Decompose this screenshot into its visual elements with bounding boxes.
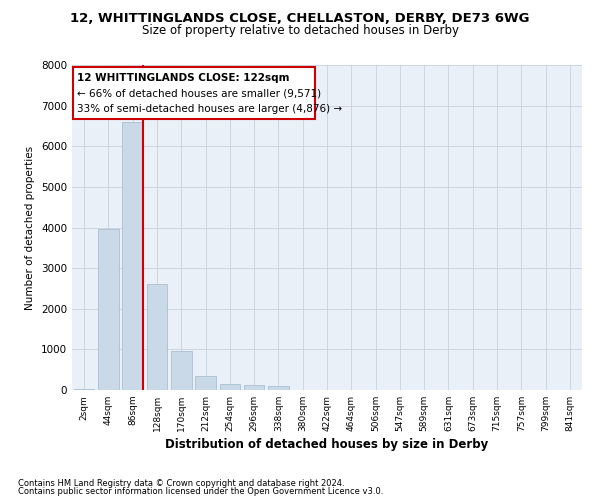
Text: ← 66% of detached houses are smaller (9,571): ← 66% of detached houses are smaller (9,…	[77, 88, 321, 98]
Text: 12 WHITTINGLANDS CLOSE: 122sqm: 12 WHITTINGLANDS CLOSE: 122sqm	[77, 72, 289, 83]
Text: 12, WHITTINGLANDS CLOSE, CHELLASTON, DERBY, DE73 6WG: 12, WHITTINGLANDS CLOSE, CHELLASTON, DER…	[70, 12, 530, 26]
FancyBboxPatch shape	[73, 66, 315, 118]
Bar	[146, 284, 167, 390]
Bar	[195, 376, 216, 390]
Y-axis label: Number of detached properties: Number of detached properties	[25, 146, 35, 310]
Bar	[74, 388, 94, 390]
Text: Contains HM Land Registry data © Crown copyright and database right 2024.: Contains HM Land Registry data © Crown c…	[18, 478, 344, 488]
Bar	[244, 385, 265, 390]
Bar	[171, 351, 191, 390]
X-axis label: Distribution of detached houses by size in Derby: Distribution of detached houses by size …	[166, 438, 488, 451]
Bar	[122, 122, 143, 390]
Text: Contains public sector information licensed under the Open Government Licence v3: Contains public sector information licen…	[18, 487, 383, 496]
Text: 33% of semi-detached houses are larger (4,876) →: 33% of semi-detached houses are larger (…	[77, 104, 342, 114]
Bar	[98, 228, 119, 390]
Bar	[220, 384, 240, 390]
Bar	[268, 386, 289, 390]
Text: Size of property relative to detached houses in Derby: Size of property relative to detached ho…	[142, 24, 458, 37]
